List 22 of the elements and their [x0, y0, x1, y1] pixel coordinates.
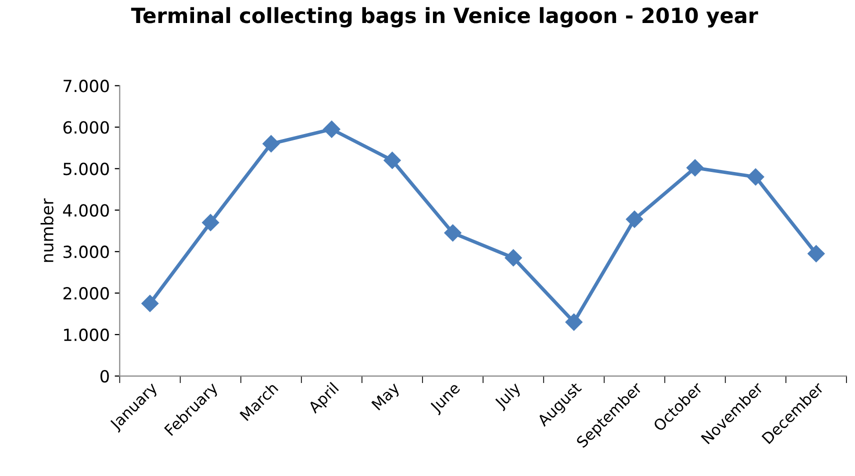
y-tick-label: 1.000: [64, 328, 109, 342]
point: [686, 159, 704, 176]
point: [747, 168, 764, 186]
point: [141, 294, 159, 312]
point: [504, 249, 522, 266]
y-tick-label: 4.000: [63, 204, 109, 217]
point: [808, 245, 825, 262]
chart-title: Terminal collecting bags in Venice lagoon - 2010 year: [131, 7, 758, 28]
y-tick-label: 5.000: [64, 162, 109, 176]
point: [202, 214, 220, 232]
y-tick-label: 6.000: [63, 121, 109, 134]
y-tick-label: 0: [100, 370, 109, 383]
y-tick-label: 7.000: [64, 80, 109, 92]
point: [626, 210, 644, 228]
point: [444, 224, 462, 242]
y-tick-label: 3.000: [64, 246, 109, 258]
point: [565, 314, 582, 331]
point: [323, 120, 340, 138]
point: [262, 135, 280, 152]
point: [384, 152, 401, 169]
y-axis-title: number: [40, 198, 54, 262]
y-tick-label: 2.000: [63, 287, 109, 300]
